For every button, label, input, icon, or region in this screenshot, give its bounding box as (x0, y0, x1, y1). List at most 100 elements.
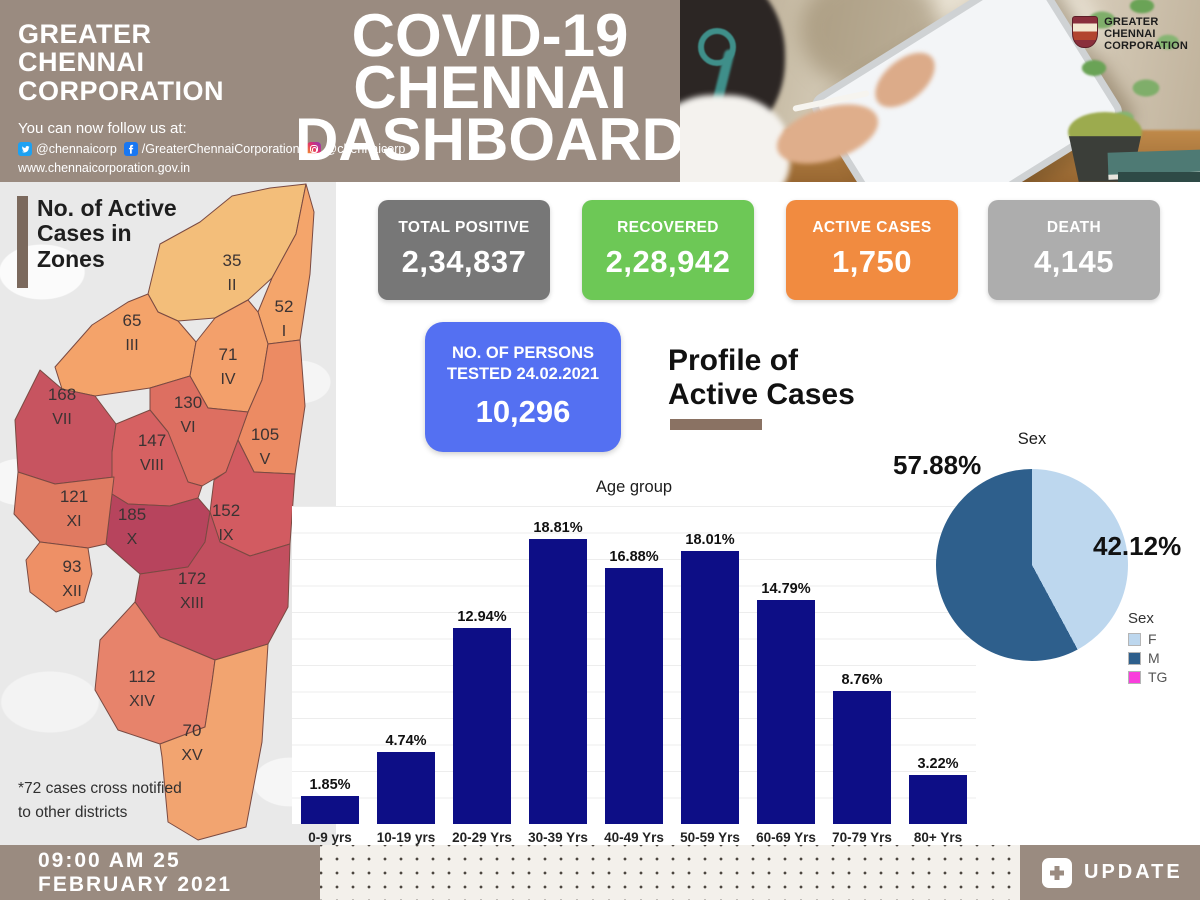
zone-roman-label: V (260, 451, 271, 468)
stat-card-total-positive: TOTAL POSITIVE 2,34,837 (378, 200, 550, 300)
update-button-label: UPDATE (1084, 861, 1183, 883)
pie-label-male: 57.88% (893, 450, 982, 480)
instagram-handle: @chennaicorp (324, 142, 406, 156)
age-bar-slot: 14.79% (748, 506, 824, 824)
age-bar-slot: 12.94% (444, 506, 520, 824)
tested-label-line1: NO. OF PERSONS (451, 344, 595, 362)
x-axis-tick-label: 10-19 yrs (376, 830, 436, 845)
x-axis-tick-label: 30-39 Yrs (528, 830, 588, 845)
stat-card-label: TOTAL POSITIVE (398, 219, 530, 236)
instagram-link[interactable]: @chennaicorp (306, 142, 406, 156)
age-bar (453, 628, 511, 824)
zone-value-label: 168 (48, 385, 76, 404)
pie-legend-title: Sex (1128, 610, 1154, 627)
stat-card-active-cases: ACTIVE CASES 1,750 (786, 200, 958, 300)
zone-roman-label: XV (181, 747, 203, 764)
bar-value-label: 18.81% (533, 520, 583, 536)
zone-value-label: 71 (219, 345, 238, 364)
zone-roman-label: VIII (140, 457, 164, 474)
follow-label: You can now follow us at: (18, 120, 187, 137)
map-title-accent-bar (17, 196, 28, 288)
zone-value-label: 152 (212, 501, 240, 520)
profile-heading: Profile of Active Cases (668, 344, 855, 411)
x-axis-tick-label: 0-9 yrs (308, 830, 352, 845)
zone-value-label: 93 (63, 557, 82, 576)
website-link[interactable]: www.chennaicorporation.gov.in (18, 161, 191, 175)
dashboard-title: COVID-19 CHENNAI DASHBOARD (295, 2, 685, 174)
photo-book (1118, 172, 1200, 182)
age-bar (529, 539, 587, 824)
x-axis-tick-label: 80+ Yrs (913, 830, 963, 845)
stat-card-label: ACTIVE CASES (812, 219, 932, 236)
x-axis-tick-label: 60-69 Yrs (756, 830, 816, 845)
legend-label: TG (1148, 669, 1168, 685)
tested-label-line2: TESTED 24.02.2021 (446, 365, 600, 383)
zone-roman-label: IV (220, 371, 235, 388)
legend-row-tg: TG (1128, 669, 1167, 685)
zone-value-label: 185 (118, 505, 146, 524)
footer-bar: 09:00 AM 25 FEBRUARY 2021 UPDATE (0, 845, 1200, 900)
zone-choropleth-map: 35 II 52 I 65 III 71 IV 105 V 130 VI 168 VII 147 VIII 15… (13, 183, 315, 841)
org-logo-text: GREATER CHENNAI CORPORATION (18, 19, 224, 106)
age-bar-slot: 18.81% (520, 506, 596, 824)
zone-roman-label: XII (62, 583, 82, 600)
gcc-logo: GREATER CHENNAI CORPORATION (1072, 16, 1188, 52)
photo-coat (680, 95, 790, 182)
persons-tested-card: NO. OF PERSONS TESTED 24.02.2021 10,296 (425, 322, 621, 452)
age-chart-x-axis: 0-9 yrs 10-19 yrs 20-29 Yrs 30-39 Yrs 40-49 … (292, 830, 976, 845)
map-title: No. of Active Cases in Zones (37, 195, 177, 272)
gcc-crest-icon (1072, 16, 1099, 48)
stat-card-value: 2,34,837 (401, 244, 527, 279)
legend-row-m: M (1128, 650, 1167, 666)
pie-chart-title: Sex (1017, 430, 1047, 448)
x-axis-tick-label: 40-49 Yrs (604, 830, 664, 845)
zone-map-panel: 35 II 52 I 65 III 71 IV 105 V 130 VI 168 VII 147 VIII 15… (0, 182, 336, 845)
bar-value-label: 4.74% (385, 733, 427, 749)
legend-label: M (1148, 650, 1160, 666)
age-bar (681, 551, 739, 824)
zone-value-label: 35 (223, 251, 242, 270)
zone-value-label: 105 (251, 425, 279, 444)
legend-row-f: F (1128, 631, 1167, 647)
stat-card-death: DEATH 4,145 (988, 200, 1160, 300)
facebook-handle: /GreaterChennaiCorporation (141, 142, 300, 156)
zone-roman-label: VII (52, 411, 72, 428)
bar-value-label: 1.85% (309, 777, 351, 793)
age-bar (377, 752, 435, 824)
age-bar (301, 796, 359, 824)
map-footnote: *72 cases cross notified to other distri… (18, 779, 182, 821)
stat-card-value: 2,28,942 (605, 244, 731, 279)
twitter-handle: @chennaicorp (36, 142, 117, 156)
header-banner: GREATER CHENNAI CORPORATION You can now … (0, 0, 1200, 182)
legend-swatch (1128, 670, 1141, 684)
zone-roman-label: VI (180, 419, 195, 436)
zone-value-label: 52 (275, 297, 294, 316)
twitter-link[interactable]: @chennaicorp (18, 142, 117, 156)
zone-value-label: 65 (123, 311, 142, 330)
zone-value-label: 112 (128, 667, 155, 686)
age-bar-slot: 4.74% (368, 506, 444, 824)
zone-value-label: 147 (138, 431, 166, 450)
facebook-link[interactable]: /GreaterChennaiCorporation (123, 142, 300, 156)
zone-roman-label: XI (66, 513, 81, 530)
x-axis-tick-label: 20-29 Yrs (452, 830, 512, 845)
zone-roman-label: II (228, 277, 237, 294)
age-bar-slot: 8.76% (824, 506, 900, 824)
zone-roman-label: I (282, 323, 286, 340)
update-button[interactable]: UPDATE (1020, 845, 1200, 900)
bar-value-label: 16.88% (609, 549, 659, 565)
age-bar-slot: 3.22% (900, 506, 976, 824)
age-group-chart: Age group 1.85% 4.74% 12.94% 18.81% 16.88% 18… (292, 478, 976, 845)
sex-pie-chart (936, 469, 1128, 661)
legend-swatch (1128, 651, 1141, 665)
gcc-logo-text: GREATER CHENNAI CORPORATION (1104, 16, 1188, 53)
age-bar-slot: 18.01% (672, 506, 748, 824)
zone-roman-label: III (125, 337, 138, 354)
age-bar-slot: 1.85% (292, 506, 368, 824)
legend-swatch (1128, 632, 1141, 646)
stat-card-recovered: RECOVERED 2,28,942 (582, 200, 754, 300)
profile-heading-underline (670, 419, 762, 430)
photo-stethoscope (698, 28, 736, 66)
pie-label-female: 42.12% (1093, 531, 1182, 561)
instagram-icon (306, 142, 321, 156)
